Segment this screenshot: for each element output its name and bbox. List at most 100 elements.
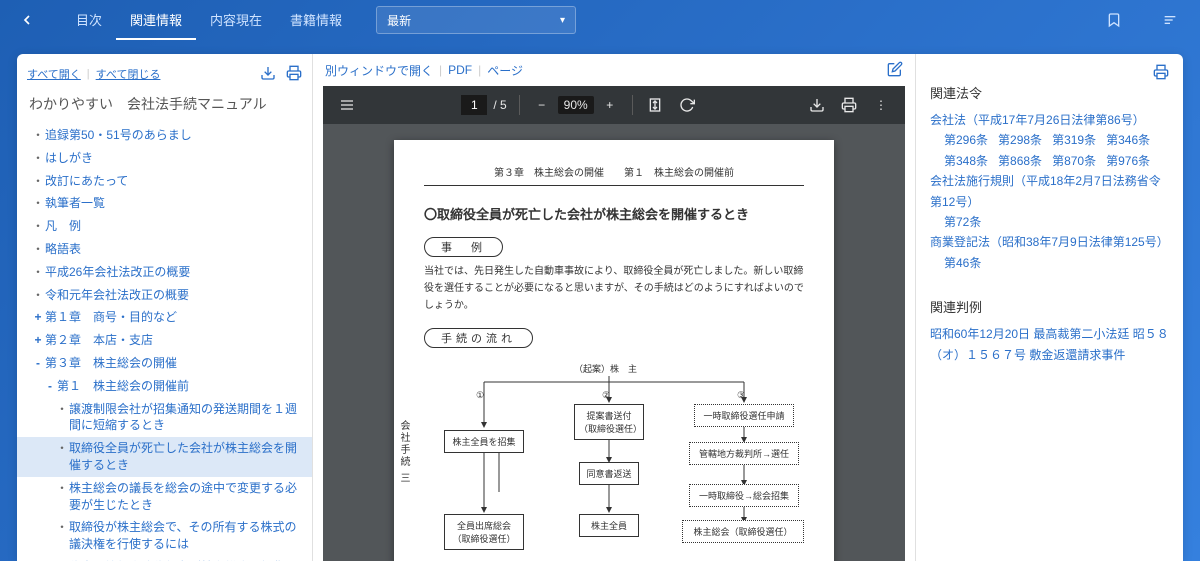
- expand-all-link[interactable]: すべて開く: [27, 66, 81, 82]
- toc-item: ・改訂にあたって: [17, 170, 312, 193]
- toc-item: +第１章 商号・目的など: [17, 306, 312, 329]
- toc-expander[interactable]: +: [31, 332, 45, 349]
- law-article-link[interactable]: 第348条: [944, 154, 988, 168]
- menu-button[interactable]: [1152, 2, 1188, 38]
- law-article-link[interactable]: 第72条: [944, 215, 981, 229]
- bookmark-button[interactable]: [1096, 2, 1132, 38]
- toc-expander[interactable]: -: [43, 378, 57, 395]
- toc-item: ・株主総会の議長を総会の途中で変更する必要が生じたとき: [17, 477, 312, 517]
- law-article-link[interactable]: 第870条: [1052, 154, 1096, 168]
- flowchart: （起案）株 主: [424, 362, 804, 542]
- toc-item: ・平成26年会社法改正の概要: [17, 261, 312, 284]
- toc-item: ・凡 例: [17, 215, 312, 238]
- toc-bullet: ・: [31, 287, 45, 304]
- toc-expander[interactable]: +: [31, 309, 45, 326]
- pdf-toolbar: / 5 − 90% + ⋮: [323, 86, 905, 124]
- toc-bullet: ・: [31, 150, 45, 167]
- page-link[interactable]: ページ: [487, 62, 523, 79]
- law-article-link[interactable]: 第868条: [998, 154, 1042, 168]
- toc-bullet: ・: [31, 241, 45, 258]
- toc-print-button[interactable]: [286, 65, 302, 84]
- doc-title: わかりやすい 会社法手続マニュアル: [17, 86, 312, 124]
- pdf-zoom-out-button[interactable]: −: [526, 89, 558, 121]
- law-link[interactable]: 会社法（平成17年7月26日法律第86号）: [930, 110, 1169, 130]
- toc-link[interactable]: 第１章 商号・目的など: [45, 309, 177, 326]
- law-article-link[interactable]: 第298条: [998, 133, 1042, 147]
- pdf-sidebar-button[interactable]: [331, 89, 363, 121]
- page-section-case: 事 例: [424, 237, 503, 257]
- tab-1[interactable]: 関連情報: [116, 0, 196, 40]
- toc-item: ・取締役全員が死亡した会社が株主総会を開催するとき: [17, 437, 312, 477]
- law-article-link[interactable]: 第46条: [944, 256, 981, 270]
- case-link[interactable]: 昭和60年12月20日 最高裁第二小法廷 昭５８（オ）１５６７号 敷金返還請求事…: [930, 324, 1169, 365]
- toc-link[interactable]: はしがき: [45, 150, 93, 167]
- toc-link[interactable]: 第２章 本店・支店: [45, 332, 153, 349]
- print-icon: [1153, 64, 1169, 80]
- toc-toolbar: すべて開く | すべて閉じる: [17, 54, 312, 86]
- toc-download-button[interactable]: [260, 65, 276, 84]
- print-icon: [841, 97, 857, 113]
- chevron-left-icon: [19, 12, 35, 28]
- pdf-page-area[interactable]: 会社手続 三 第３章 株主総会の開催 第１ 株主総会の開催前 〇取締役全員が死亡…: [323, 124, 905, 561]
- hamburger-icon: [339, 97, 355, 113]
- tab-3[interactable]: 書籍情報: [276, 0, 356, 40]
- toc-link[interactable]: 追録第50・51号のあらまし: [45, 127, 192, 144]
- collapse-all-link[interactable]: すべて閉じる: [96, 66, 161, 82]
- toc-link[interactable]: 略語表: [45, 241, 81, 258]
- download-icon: [260, 65, 276, 81]
- pdf-zoom-in-button[interactable]: +: [594, 89, 626, 121]
- toc-link[interactable]: 平成26年会社法改正の概要: [45, 264, 190, 281]
- toc-link[interactable]: 令和元年会社法改正の概要: [45, 287, 189, 304]
- tab-0[interactable]: 目次: [62, 0, 116, 40]
- law-link[interactable]: 商業登記法（昭和38年7月9日法律第125号）: [930, 232, 1169, 252]
- toc-item: +第２章 本店・支店: [17, 329, 312, 352]
- toc-link[interactable]: 執筆者一覧: [45, 195, 105, 212]
- toc-item: ・令和元年会社法改正の概要: [17, 284, 312, 307]
- law-article-link[interactable]: 第296条: [944, 133, 988, 147]
- center-pane: 別ウィンドウで開く | PDF | ページ / 5 − 90% +: [313, 54, 915, 561]
- right-print-button[interactable]: [1153, 64, 1169, 83]
- toc-bullet: ・: [31, 195, 45, 212]
- toc-expander[interactable]: -: [31, 355, 45, 372]
- bookmark-icon: [1106, 12, 1122, 28]
- tab-2[interactable]: 内容現在: [196, 0, 276, 40]
- toc-link[interactable]: 第１ 株主総会の開催前: [57, 378, 189, 395]
- page-title: 〇取締役全員が死亡した会社が株主総会を開催するとき: [424, 204, 804, 223]
- law-article-link[interactable]: 第346条: [1106, 133, 1150, 147]
- law-link[interactable]: 会社法施行規則（平成18年2月7日法務省令第12号）: [930, 171, 1169, 212]
- edit-button[interactable]: [887, 61, 903, 80]
- pdf-download-button[interactable]: [801, 89, 833, 121]
- toc-link[interactable]: 取締役が株主総会で、その所有する株式の議決権を行使するには: [69, 519, 302, 553]
- toc-item: ・譲渡制限会社が招集通知の発送期間を１週間に短縮するとき: [17, 398, 312, 438]
- toc-bullet: ・: [55, 401, 69, 418]
- toc-link[interactable]: 取締役全員が死亡した会社が株主総会を開催するとき: [69, 440, 302, 474]
- toc-link[interactable]: 譲渡制限会社が招集通知の発送期間を１週間に短縮するとき: [69, 401, 302, 435]
- toc-link[interactable]: 株主総会の議長を総会の途中で変更する必要が生じたとき: [69, 480, 302, 514]
- pdf-more-button[interactable]: ⋮: [865, 89, 897, 121]
- toc-item: ・執筆者一覧: [17, 192, 312, 215]
- toc-item: ・代表取締役職務代行者が株主総会を招集するとき: [17, 556, 312, 561]
- page-section-flow: 手続の流れ: [424, 328, 533, 348]
- toc-item: ・取締役が株主総会で、その所有する株式の議決権を行使するには: [17, 516, 312, 556]
- right-pane: 関連法令 会社法（平成17年7月26日法律第86号）第296条第298条第319…: [915, 54, 1183, 561]
- toc-link[interactable]: 改訂にあたって: [45, 173, 128, 190]
- toc-bullet: ・: [55, 480, 69, 497]
- version-select[interactable]: 最新: [376, 6, 576, 34]
- law-article-link[interactable]: 第976条: [1106, 154, 1150, 168]
- pdf-page-input[interactable]: [461, 95, 487, 115]
- pdf-page-total: / 5: [493, 98, 506, 112]
- pdf-rotate-button[interactable]: [671, 89, 703, 121]
- pdf-print-button[interactable]: [833, 89, 865, 121]
- pdf-fit-button[interactable]: [639, 89, 671, 121]
- toc-item: -第３章 株主総会の開催: [17, 352, 312, 375]
- pdf-link[interactable]: PDF: [448, 63, 472, 77]
- edit-icon: [887, 61, 903, 77]
- left-pane: すべて開く | すべて閉じる わかりやすい 会社法手続マニュアル ・追録第50・…: [17, 54, 313, 561]
- back-button[interactable]: [12, 5, 42, 35]
- toc-link[interactable]: 凡 例: [45, 218, 81, 235]
- toc-link[interactable]: 第３章 株主総会の開催: [45, 355, 177, 372]
- fit-page-icon: [647, 97, 663, 113]
- top-bar: 目次関連情報内容現在書籍情報 最新: [0, 0, 1200, 40]
- open-new-window-link[interactable]: 別ウィンドウで開く: [325, 62, 433, 79]
- law-article-link[interactable]: 第319条: [1052, 133, 1096, 147]
